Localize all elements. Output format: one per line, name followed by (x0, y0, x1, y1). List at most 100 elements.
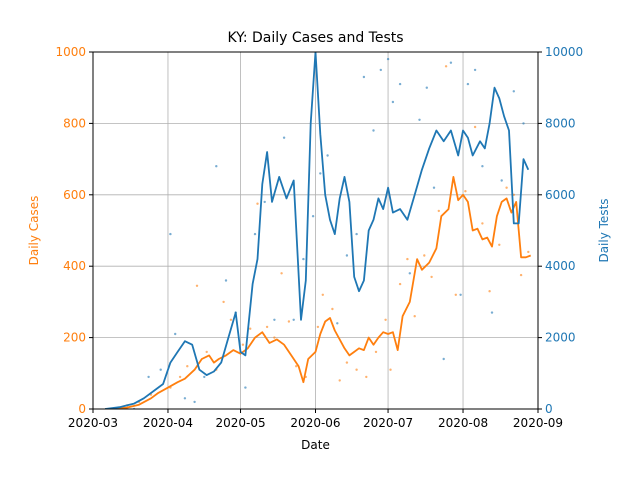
tests-daily-point (169, 232, 172, 236)
left-tick-label: 0 (78, 402, 86, 416)
tests-daily-point (473, 68, 477, 72)
tests-avg-line (104, 52, 530, 409)
cases-daily-point (444, 65, 448, 68)
cases-avg-line (105, 175, 532, 409)
tests-daily-point (386, 57, 390, 61)
tests-daily-point (391, 100, 395, 104)
tests-daily-point (292, 318, 295, 321)
right-tick-label: 8000 (545, 116, 576, 130)
x-tick-label: 2020-09 (513, 416, 563, 430)
cases-daily-point (498, 243, 501, 246)
tests-daily-point (174, 332, 177, 336)
tests-daily-point (147, 375, 150, 379)
cases-daily-point (256, 202, 259, 205)
tests-daily-point (442, 357, 445, 361)
cases-daily-point (527, 250, 530, 254)
cases-daily-point (338, 379, 341, 382)
x-tick-label: 2020-03 (68, 416, 118, 430)
cases-daily-point (398, 282, 402, 286)
cases-daily-point (519, 273, 523, 277)
cases-daily-point (473, 125, 477, 129)
tests-daily-point (459, 293, 462, 296)
cases-daily-point (488, 290, 491, 293)
tests-daily-point (224, 279, 228, 282)
cases-daily-point (437, 209, 440, 213)
cases-daily-point (423, 254, 426, 257)
tests-daily-point (398, 82, 402, 86)
tests-daily-point (253, 232, 257, 236)
right-tick-label: 6000 (545, 188, 576, 202)
left-tick-label: 400 (63, 259, 86, 273)
tests-daily-point (432, 186, 436, 189)
tests-daily-point (379, 68, 382, 72)
x-tick-label: 2020-07 (363, 416, 413, 430)
cases-daily-point (430, 275, 433, 279)
cases-daily-point (229, 318, 233, 321)
cases-daily-point (389, 368, 392, 371)
left-tick-label: 800 (63, 116, 86, 130)
tests-daily-point (183, 397, 187, 400)
cases-daily-point (195, 284, 199, 287)
x-tick-label: 2020-04 (143, 416, 193, 430)
right-tick-label: 2000 (545, 331, 576, 345)
cases-daily-point (265, 325, 269, 329)
cases-daily-point (178, 375, 182, 379)
cases-daily-point (345, 361, 349, 364)
tests-daily-point (215, 165, 218, 168)
cases-daily-point (413, 315, 416, 318)
tests-daily-point (372, 129, 375, 132)
cases-daily-point (186, 365, 189, 368)
chart-title: KY: Daily Cases and Tests (227, 30, 403, 46)
cases-daily-point (464, 190, 467, 193)
cases-daily-point (365, 375, 368, 379)
right-tick-label: 10000 (545, 45, 583, 59)
cases-daily-point (273, 336, 276, 339)
x-tick-label: 2020-08 (438, 416, 488, 430)
tests-daily-point (193, 400, 196, 404)
cases-daily-point (280, 272, 283, 275)
cases-daily-point (331, 307, 334, 311)
cases-daily-point (505, 186, 508, 189)
cases-daily-point (454, 293, 457, 296)
right-axis-label: Daily Tests (597, 198, 611, 262)
tests-daily-point (319, 172, 322, 175)
cases-daily-point (406, 257, 409, 261)
tests-daily-point (500, 179, 503, 182)
left-axis-ticks: 0 200 400 600 800 1000 (55, 45, 93, 416)
x-axis-ticks: 2020-03 2020-04 2020-05 2020-06 2020-07 2020-… (68, 409, 563, 430)
tests-daily-point (273, 318, 276, 321)
cases-daily-point (321, 293, 324, 296)
cases-daily-point (249, 327, 252, 330)
cases-daily-point (287, 320, 291, 323)
x-axis-label: Date (301, 438, 330, 452)
tests-daily-point (159, 368, 162, 371)
cases-daily-point (205, 350, 208, 354)
cases-daily-point (222, 300, 225, 304)
left-axis-label: Daily Cases (27, 196, 41, 266)
cases-daily-point (241, 343, 245, 346)
tests-daily-point (512, 90, 515, 93)
left-tick-label: 1000 (55, 45, 86, 59)
tests-daily-point (282, 136, 286, 139)
right-axis-ticks: 0 2000 4000 6000 8000 10000 (538, 45, 583, 416)
series-layer (104, 52, 532, 409)
tests-daily-point (263, 200, 266, 204)
tests-daily-point (362, 75, 366, 79)
cases-daily-point (374, 350, 378, 354)
tests-daily-point (203, 375, 206, 379)
tests-daily-point (355, 232, 358, 236)
cases-daily-point (316, 325, 320, 329)
tests-daily-point (408, 272, 411, 275)
x-tick-label: 2020-05 (215, 416, 265, 430)
x-tick-label: 2020-06 (290, 416, 340, 430)
cases-daily-point (384, 318, 387, 321)
right-tick-label: 4000 (545, 259, 576, 273)
tests-daily-point (425, 86, 428, 89)
tests-daily-point (244, 386, 247, 389)
tests-daily-point (449, 61, 453, 64)
tests-daily-point (522, 122, 525, 125)
left-tick-label: 600 (63, 188, 86, 202)
tests-daily-point (490, 311, 494, 314)
